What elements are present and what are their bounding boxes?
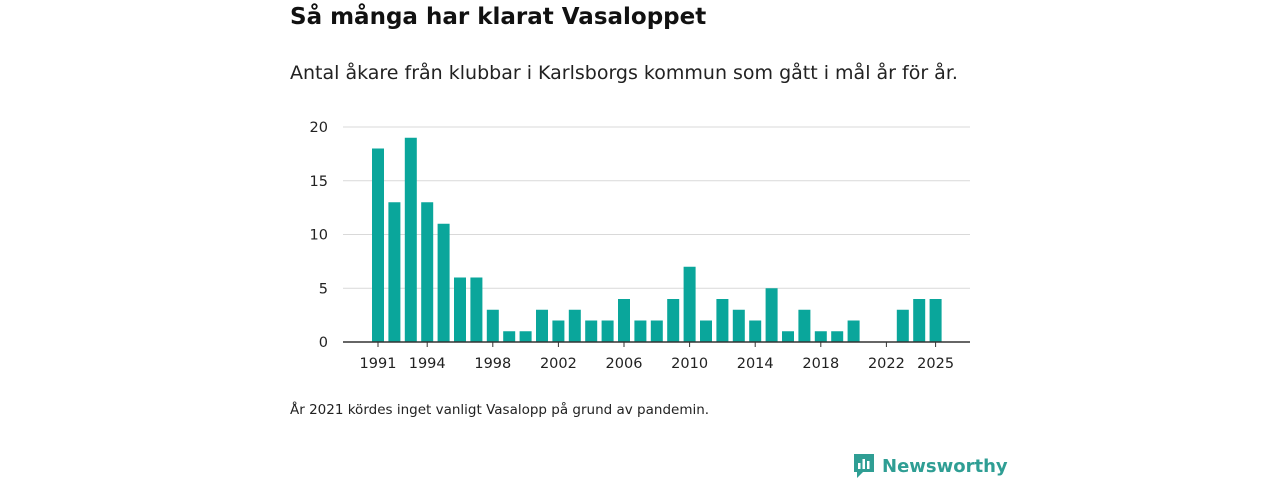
- x-tick-label: 2010: [671, 356, 708, 372]
- bar-1997: [470, 277, 483, 342]
- x-tick-label: 2018: [802, 356, 839, 372]
- x-tick-label: 1994: [409, 356, 446, 372]
- bar-2003: [568, 309, 581, 342]
- bar-2017: [798, 309, 811, 342]
- brand-name: Newsworthy: [882, 455, 1008, 477]
- bar-chart: 0 5 10 15 20 1991 1994 1998 2002 2006 2010 2014 2018…: [310, 120, 970, 372]
- gridlines: [343, 126, 970, 289]
- bar-1999: [503, 331, 516, 342]
- chart-title: Så många har klarat Vasaloppet: [290, 4, 707, 30]
- bar-2001: [536, 309, 548, 342]
- bars: [372, 137, 942, 342]
- footnote: År 2021 kördes inget vanligt Vasalopp på…: [290, 402, 710, 418]
- bar-2000: [519, 331, 532, 342]
- bar-2006: [618, 299, 630, 342]
- bar-2007: [634, 320, 647, 342]
- bar-1993: [404, 137, 417, 342]
- x-tick-label: 2002: [540, 356, 577, 372]
- y-tick-label: 15: [310, 174, 328, 190]
- bar-1996: [454, 277, 466, 342]
- newsworthy-logo-icon: [854, 454, 874, 478]
- x-tick-label: 2022: [868, 356, 905, 372]
- bar-2015: [765, 288, 778, 342]
- bar-2020: [847, 320, 860, 342]
- bar-2023: [896, 309, 909, 342]
- bar-2024: [913, 299, 926, 342]
- axes: 0 5 10 15 20 1991 1994 1998 2002 2006 2010 2014 2018…: [310, 120, 970, 372]
- y-tick-label: 20: [310, 120, 328, 136]
- chart-subtitle: Antal åkare från klubbar i Karlsborgs ko…: [290, 62, 958, 84]
- bar-2010: [683, 266, 696, 342]
- bar-2013: [732, 309, 745, 342]
- bar-1992: [388, 202, 401, 342]
- bar-1991: [372, 148, 384, 342]
- bar-1998: [486, 309, 499, 342]
- x-tick-label: 1998: [474, 356, 511, 372]
- y-tick-label: 5: [319, 281, 328, 297]
- bar-2019: [831, 331, 844, 342]
- bar-2012: [716, 299, 729, 342]
- brand-logo: Newsworthy: [852, 451, 1008, 481]
- x-tick-label: 2014: [737, 356, 774, 372]
- bar-2018: [814, 331, 827, 342]
- bar-2014: [749, 320, 762, 342]
- bar-2025: [929, 299, 942, 342]
- x-tick-label: 2006: [606, 356, 643, 372]
- bar-2011: [700, 320, 712, 342]
- x-tick-label: 1991: [360, 356, 397, 372]
- bar-2009: [667, 299, 680, 342]
- bar-2005: [601, 320, 614, 342]
- bar-2008: [650, 320, 663, 342]
- y-tick-label: 10: [310, 228, 328, 244]
- y-tick-label: 0: [319, 335, 328, 351]
- bar-2002: [552, 320, 565, 342]
- bar-1995: [437, 223, 450, 342]
- bar-2004: [585, 320, 598, 342]
- x-tick-label: 2025: [917, 356, 954, 372]
- bar-1994: [421, 202, 434, 342]
- bar-2016: [782, 331, 794, 342]
